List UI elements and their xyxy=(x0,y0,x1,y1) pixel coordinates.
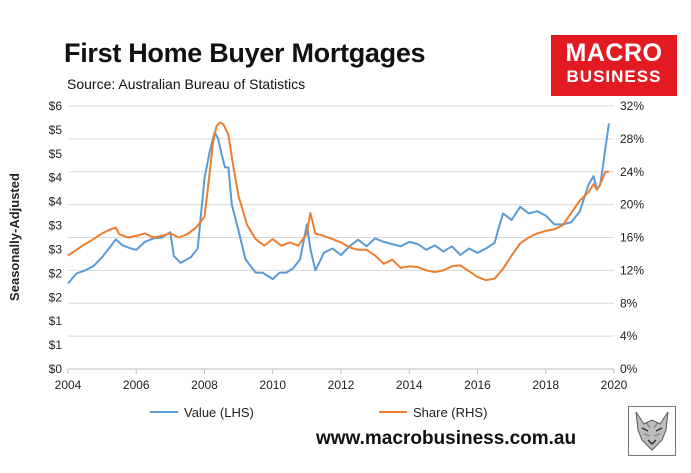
website-url: www.macrobusiness.com.au xyxy=(316,428,577,449)
y-left-tick-label: $6 xyxy=(49,99,63,113)
y-axis-label: Seasonally-Adjusted xyxy=(7,173,22,301)
grid-lines xyxy=(68,105,614,370)
y-left-tick-label: $0 xyxy=(49,362,63,376)
y-left-tick-label: $4 xyxy=(49,171,63,185)
y-left-tick-label: $1 xyxy=(49,338,63,352)
brand-logo: MACRO BUSINESS xyxy=(551,35,677,96)
y-right-tick-label: 24% xyxy=(620,165,644,179)
y-right-tick-label: 8% xyxy=(620,296,638,310)
y-right-tick-label: 12% xyxy=(620,263,644,277)
chart-subtitle: Source: Australian Bureau of Statistics xyxy=(67,76,306,92)
x-tick-label: 2004 xyxy=(55,378,82,392)
x-tick-label: 2014 xyxy=(396,378,423,392)
y-right-tick-label: 0% xyxy=(620,362,638,376)
y-left-tick-label: $2 xyxy=(49,290,63,304)
x-tick-label: 2018 xyxy=(532,378,559,392)
legend-label: Value (LHS) xyxy=(184,405,254,420)
wolf-logo-icon xyxy=(628,406,676,456)
chart-title: First Home Buyer Mortgages xyxy=(64,38,426,68)
y-left-tick-label: $1 xyxy=(49,314,63,328)
y-right-tick-label: 4% xyxy=(620,329,638,343)
series-line-value xyxy=(67,123,610,285)
x-tick-label: 2012 xyxy=(328,378,355,392)
y-right-tick-label: 28% xyxy=(620,132,644,146)
y-left-tick-label: $3 xyxy=(49,242,63,256)
x-tick-label: 2008 xyxy=(191,378,218,392)
y-right-tick-label: 32% xyxy=(620,99,644,113)
y-left-tick-label: $4 xyxy=(49,195,63,209)
series-line-share xyxy=(67,121,609,282)
y-right-tick-label: 20% xyxy=(620,198,644,212)
x-tick-label: 2020 xyxy=(601,378,628,392)
tick-labels: 0% 4% 8% 12% 16% 20% 24% 28% 32% $0 $1 $1 $2 $2 $3 $3 $4… xyxy=(49,99,645,392)
logo-line1: MACRO xyxy=(565,39,663,67)
logo-line2: BUSINESS xyxy=(566,67,662,86)
axes xyxy=(67,368,615,374)
y-left-tick-label: $5 xyxy=(49,147,63,161)
y-right-tick-label: 16% xyxy=(620,231,644,245)
series-lines xyxy=(67,121,610,285)
x-tick-label: 2010 xyxy=(259,378,286,392)
legend-label: Share (RHS) xyxy=(413,405,487,420)
x-tick-label: 2016 xyxy=(464,378,491,392)
legend: Value (LHS) Share (RHS) xyxy=(150,405,487,420)
y-left-tick-label: $2 xyxy=(49,266,63,280)
y-left-tick-label: $3 xyxy=(49,219,63,233)
x-tick-label: 2006 xyxy=(123,378,150,392)
y-left-tick-label: $5 xyxy=(49,123,63,137)
